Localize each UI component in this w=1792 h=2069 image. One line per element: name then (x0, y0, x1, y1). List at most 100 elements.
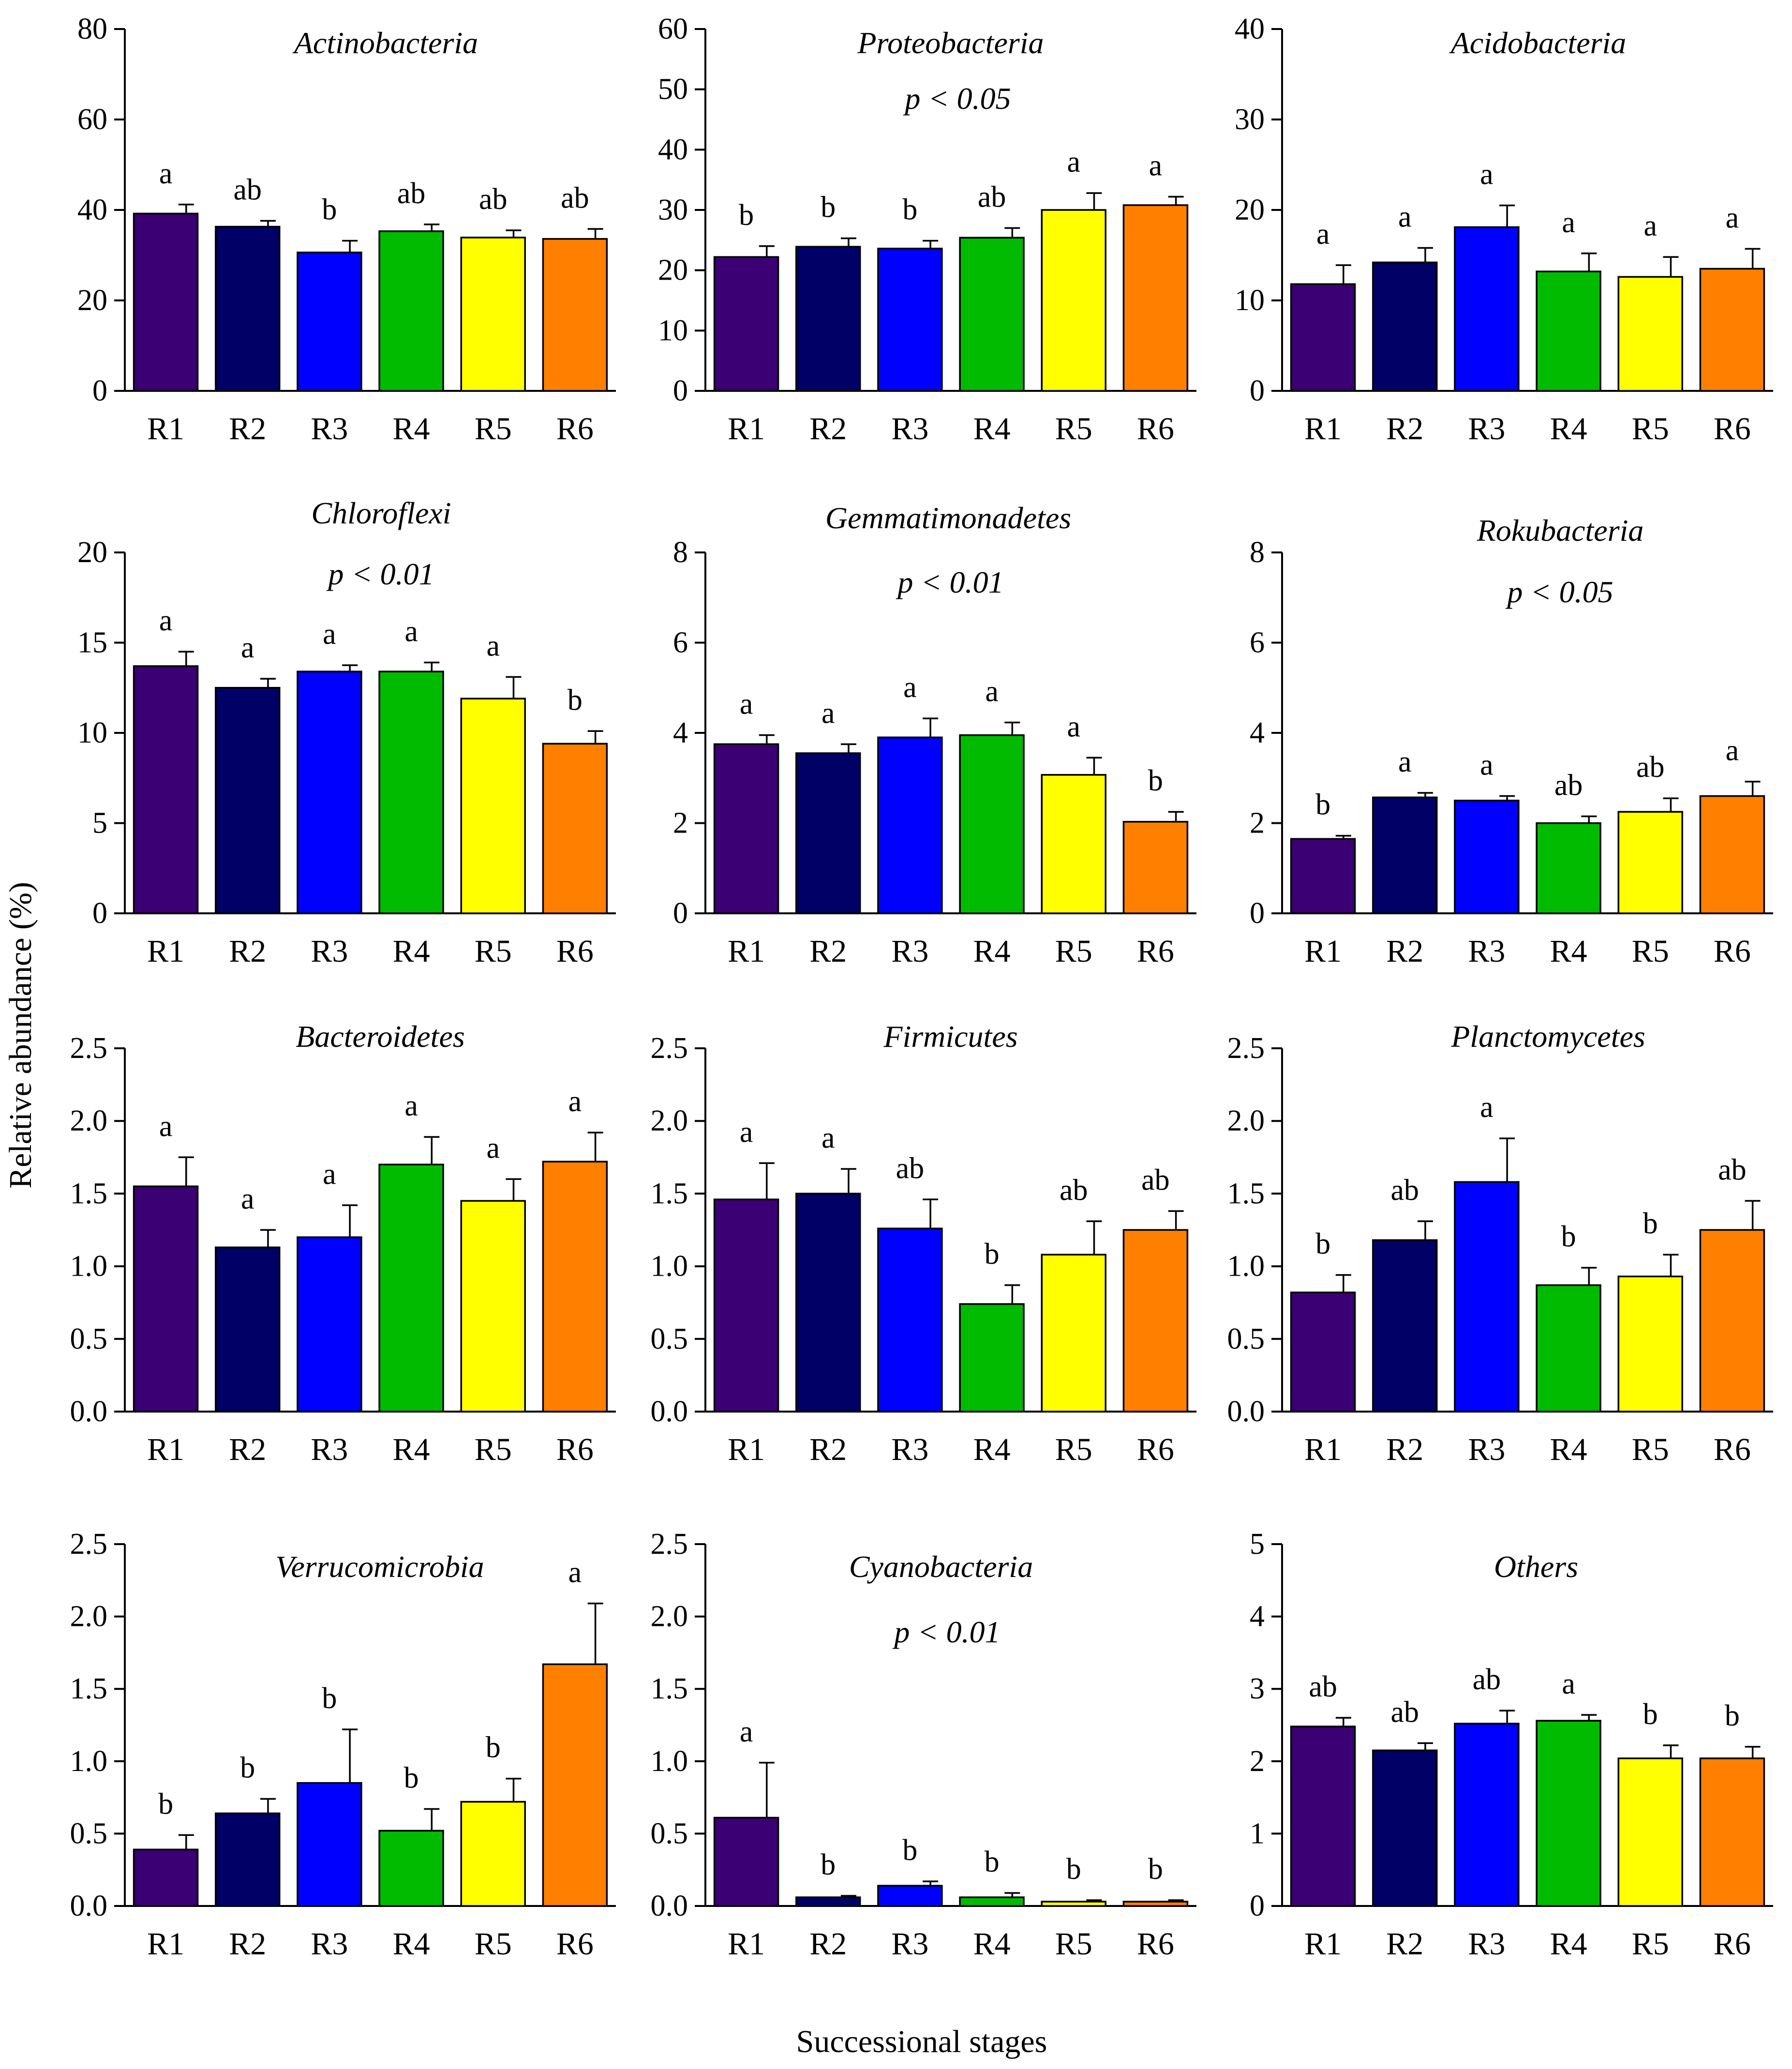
x-tick-label: R1 (1304, 1432, 1342, 1467)
x-axis-title: Successional stages (796, 2024, 1047, 2059)
significance-letter: ab (1060, 1174, 1088, 1206)
x-tick-label: R3 (311, 411, 348, 447)
bar-r3 (1454, 800, 1520, 914)
y-tick-label: 0 (92, 897, 107, 930)
significance-letter: a (1480, 1091, 1493, 1124)
significance-letter: b (322, 1682, 337, 1715)
bar-r1 (133, 1848, 199, 1907)
significance-letter: a (241, 1183, 254, 1216)
p-value: p < 0.01 (326, 557, 434, 591)
bar-r5 (1617, 811, 1683, 914)
y-tick-label: 10 (658, 314, 688, 347)
panel-title: Bacteroidetes (296, 1019, 465, 1054)
panel-others: 0 1 2 3 4 5 ab R1 ab R2 ab R3 a R4 b R5 b R6 Others (1250, 1528, 1773, 1962)
bar-r2 (215, 225, 281, 392)
panel-title: Gemmatimonadetes (825, 501, 1071, 535)
x-tick-label: R2 (1386, 934, 1423, 969)
y-tick-label: 2.5 (651, 1528, 688, 1561)
bar-r5 (1041, 209, 1106, 392)
y-tick-label: 2.5 (70, 1032, 108, 1065)
y-tick-label: 6 (673, 626, 688, 659)
significance-letter: b (1725, 1699, 1740, 1732)
significance-letter: a (323, 618, 336, 651)
x-tick-label: R1 (1304, 934, 1342, 969)
x-tick-label: R4 (973, 1432, 1011, 1467)
significance-letter: b (158, 1787, 173, 1820)
significance-letter: ab (896, 1152, 925, 1185)
y-tick-label: 4 (1250, 1600, 1265, 1633)
bar-r1 (1290, 1726, 1356, 1907)
significance-letter: a (486, 1131, 500, 1164)
x-tick-label: R5 (475, 411, 512, 447)
bar-r3 (877, 1885, 943, 1907)
significance-letter: b (1066, 1853, 1081, 1886)
bar-r2 (1372, 796, 1438, 914)
y-tick-label: 8 (1250, 536, 1265, 569)
x-tick-label: R3 (891, 1432, 928, 1467)
x-tick-label: R2 (1386, 1432, 1423, 1467)
bar-r5 (460, 1801, 526, 1907)
panel-title: Actinobacteria (292, 26, 478, 60)
y-tick-label: 5 (92, 807, 107, 840)
y-tick-label: 20 (77, 536, 107, 569)
significance-letter: a (1067, 710, 1080, 743)
y-tick-label: 1.5 (651, 1672, 688, 1705)
significance-letter: ab (397, 177, 426, 210)
y-tick-label: 0.0 (651, 1395, 688, 1428)
panel-rokubacteria: 0 2 4 6 8 b R1 a R2 a R3 ab R4 ab R5 a R6 Rokubacteria p <… (1250, 513, 1773, 969)
y-tick-label: 1.0 (651, 1250, 688, 1283)
y-tick-label: 0 (673, 374, 688, 407)
x-tick-label: R1 (147, 1926, 184, 1962)
y-tick-label: 0.0 (1227, 1395, 1265, 1428)
significance-letter: a (159, 1110, 173, 1143)
significance-letter: a (1562, 1667, 1575, 1700)
significance-letter: b (1315, 1228, 1330, 1261)
x-tick-label: R4 (393, 1926, 430, 1962)
bar-r5 (1041, 1253, 1106, 1413)
y-tick-label: 0.0 (651, 1890, 688, 1922)
y-tick-label: 30 (1235, 103, 1265, 136)
y-tick-label: 50 (658, 73, 688, 106)
x-tick-label: R2 (1386, 411, 1423, 447)
x-tick-label: R5 (1055, 1926, 1092, 1962)
bar-r2 (795, 246, 861, 392)
significance-letter: a (821, 1121, 835, 1154)
bar-r6 (542, 743, 608, 914)
bar-r4 (1536, 270, 1601, 392)
y-tick-label: 2 (1250, 1745, 1265, 1778)
x-tick-label: R2 (229, 1926, 266, 1962)
y-tick-label: 2.0 (70, 1104, 108, 1137)
x-tick-label: R6 (556, 1926, 594, 1962)
y-tick-label: 5 (1250, 1528, 1265, 1561)
significance-letter: ab (233, 173, 262, 206)
y-tick-label: 0 (1250, 1890, 1265, 1922)
bar-r4 (378, 670, 444, 914)
significance-letter: ab (1718, 1153, 1747, 1186)
y-tick-label: 1.0 (70, 1745, 108, 1778)
significance-letter: a (1398, 745, 1412, 778)
p-value: p < 0.05 (1505, 575, 1613, 609)
y-tick-label: 40 (658, 133, 688, 166)
x-tick-label: R1 (1304, 1926, 1342, 1962)
significance-letter: a (1726, 201, 1739, 234)
y-tick-label: 20 (658, 254, 688, 287)
y-tick-label: 2.0 (651, 1600, 688, 1633)
bar-r6 (542, 1663, 608, 1907)
x-tick-label: R6 (1137, 411, 1174, 447)
significance-letter: b (821, 1848, 836, 1881)
significance-letter: ab (561, 181, 589, 214)
x-tick-label: R5 (1055, 1432, 1092, 1467)
significance-letter: ab (1390, 1696, 1419, 1728)
significance-letter: a (985, 675, 999, 708)
y-tick-label: 1.5 (651, 1177, 688, 1210)
x-tick-label: R1 (728, 411, 765, 447)
panel-verrucomicrobia: 0.0 0.5 1.0 1.5 2.0 2.5 b R1 b R2 b R3 b R4 b R5 a R6 Verr… (70, 1528, 616, 1962)
y-tick-label: 0.5 (1227, 1323, 1265, 1355)
significance-letter: a (1643, 209, 1657, 242)
x-tick-label: R3 (891, 934, 928, 969)
y-tick-label: 1 (1250, 1817, 1265, 1850)
significance-letter: b (739, 199, 754, 232)
bar-r6 (542, 1161, 608, 1413)
significance-letter: a (1316, 218, 1330, 251)
